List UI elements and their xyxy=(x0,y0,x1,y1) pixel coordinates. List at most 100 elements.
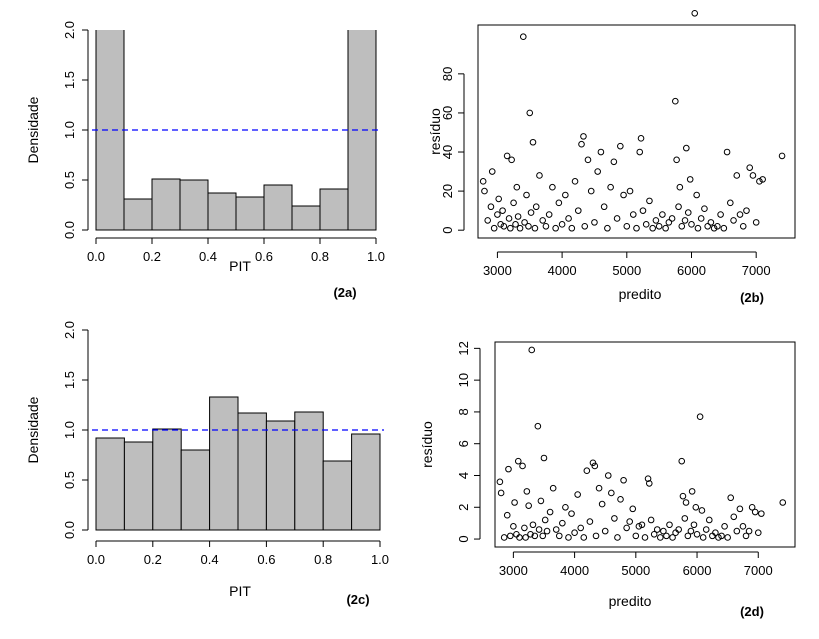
points-2b xyxy=(479,9,786,232)
data-point xyxy=(638,521,646,529)
y-axis-label: Densidade xyxy=(25,396,41,463)
data-point xyxy=(497,221,504,228)
data-point xyxy=(495,195,503,203)
histogram-bar xyxy=(123,441,154,531)
data-point xyxy=(559,519,566,527)
data-point xyxy=(546,508,554,516)
data-point xyxy=(697,215,705,222)
y-tick-label: 6 xyxy=(456,440,471,447)
data-point xyxy=(617,496,624,503)
y-tick-label: 2.0 xyxy=(62,21,77,39)
data-point xyxy=(626,187,634,195)
data-point xyxy=(549,484,557,492)
x-tick-label: 0.0 xyxy=(87,552,105,567)
x-tick-label: 0.4 xyxy=(201,552,219,567)
histogram-bar xyxy=(235,196,265,231)
data-point xyxy=(620,476,627,484)
histogram-bar xyxy=(265,420,296,531)
y-tick-label: 0 xyxy=(440,227,455,234)
data-point xyxy=(525,502,532,509)
data-point xyxy=(727,199,734,207)
data-point xyxy=(558,221,566,228)
data-point xyxy=(539,217,546,224)
data-point xyxy=(543,527,551,535)
data-point xyxy=(756,178,763,185)
data-point xyxy=(659,211,666,218)
data-point xyxy=(523,488,531,495)
data-point xyxy=(688,221,695,228)
data-point xyxy=(623,524,630,532)
data-point xyxy=(552,224,559,232)
x-tick-label: 3000 xyxy=(483,263,512,278)
histogram-bar xyxy=(322,460,353,531)
data-point xyxy=(727,494,735,502)
data-point xyxy=(662,224,669,232)
panel-label: (2a) xyxy=(333,285,356,300)
data-point xyxy=(688,488,696,495)
data-point xyxy=(743,207,750,214)
data-point xyxy=(552,526,560,533)
data-point xyxy=(534,422,542,430)
data-point xyxy=(691,9,699,17)
data-point xyxy=(675,526,682,533)
data-point xyxy=(519,33,527,41)
y-tick-label: 1.0 xyxy=(62,421,77,439)
data-point xyxy=(657,534,664,541)
data-point xyxy=(536,172,543,179)
data-point xyxy=(705,516,713,524)
histogram-bar xyxy=(207,192,237,231)
data-point xyxy=(600,203,608,211)
panel-2b: 3000 4000 5000 6000 7000 0 20 40 60 80 predito resí… xyxy=(427,9,796,305)
x-tick-label: 0.8 xyxy=(311,249,329,264)
data-point xyxy=(607,183,614,191)
y-tick-label: 40 xyxy=(440,145,455,159)
data-point xyxy=(510,199,517,207)
data-point xyxy=(733,527,741,535)
data-point xyxy=(758,510,765,517)
histogram-bar xyxy=(319,188,349,231)
y-tick-label: 80 xyxy=(440,67,455,81)
data-point xyxy=(611,515,618,522)
data-point xyxy=(683,144,690,152)
data-point xyxy=(742,532,750,540)
data-point xyxy=(522,534,529,541)
x-tick-label: 7000 xyxy=(744,563,773,578)
data-point xyxy=(626,518,633,525)
data-point xyxy=(759,176,766,183)
data-point xyxy=(555,199,563,207)
y-tick-label: 0.0 xyxy=(62,221,77,239)
x-tick-label: 1.0 xyxy=(367,249,385,264)
y-tick-label: 2.0 xyxy=(62,321,77,339)
histogram-bar xyxy=(291,205,321,231)
data-point xyxy=(514,457,522,465)
x-tick-label: 4000 xyxy=(560,563,589,578)
x-axis-label: predito xyxy=(619,286,662,302)
data-point xyxy=(525,222,532,230)
data-point xyxy=(707,219,715,226)
data-point xyxy=(623,222,631,230)
data-point xyxy=(778,152,786,160)
data-point xyxy=(513,183,521,191)
data-point xyxy=(571,178,579,185)
data-point xyxy=(678,457,686,465)
y-tick-label: 60 xyxy=(440,106,455,120)
x-axis-label: PIT xyxy=(229,258,251,274)
data-point xyxy=(571,529,578,536)
data-point xyxy=(666,521,673,529)
data-point xyxy=(479,178,487,185)
data-point xyxy=(693,530,701,538)
data-point xyxy=(681,217,689,224)
data-point xyxy=(608,489,615,497)
data-point xyxy=(494,211,501,218)
data-point xyxy=(679,492,687,500)
data-point xyxy=(594,168,601,175)
data-point xyxy=(690,521,698,529)
data-point xyxy=(736,505,744,513)
x-tick-label: 0.2 xyxy=(144,552,162,567)
data-point xyxy=(712,529,719,536)
data-point xyxy=(529,138,537,146)
bars-2a xyxy=(95,30,377,231)
data-point xyxy=(717,211,724,218)
y-tick-label: 12 xyxy=(456,341,471,355)
data-point xyxy=(586,518,594,525)
